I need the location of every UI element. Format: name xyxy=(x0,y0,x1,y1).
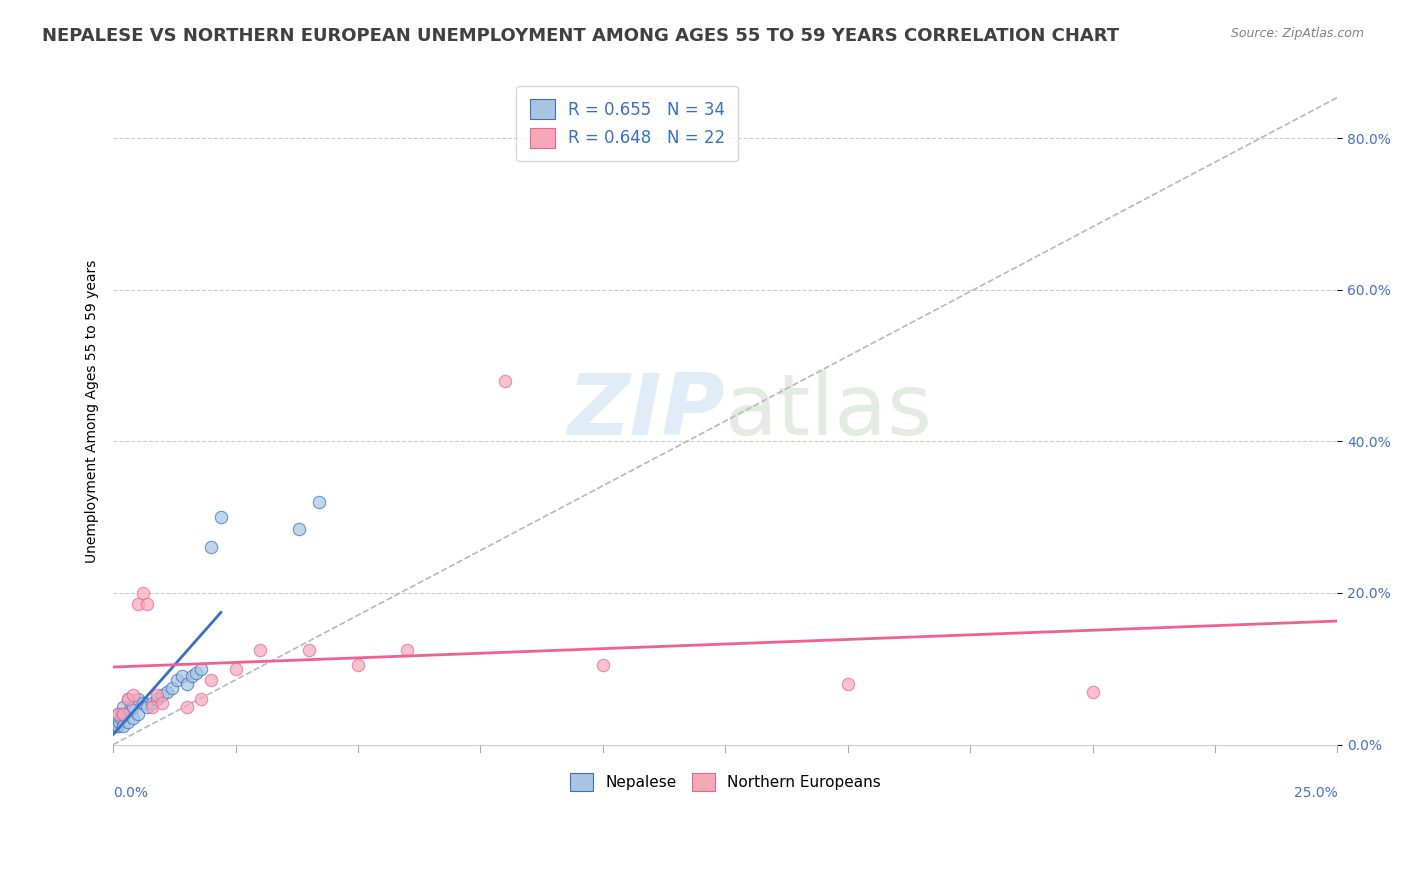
Point xyxy=(190,692,212,706)
Point xyxy=(117,692,139,706)
Point xyxy=(111,718,134,732)
Point xyxy=(395,643,418,657)
Point xyxy=(170,669,193,683)
Point xyxy=(117,714,139,729)
Point xyxy=(186,665,208,680)
Point xyxy=(111,707,134,722)
Point xyxy=(166,673,188,688)
Point xyxy=(141,699,163,714)
Y-axis label: Unemployment Among Ages 55 to 59 years: Unemployment Among Ages 55 to 59 years xyxy=(86,260,100,563)
Point xyxy=(209,510,232,524)
Point xyxy=(190,662,212,676)
Point xyxy=(136,598,159,612)
Point xyxy=(225,662,247,676)
Point xyxy=(176,699,198,714)
Point xyxy=(160,681,183,695)
Point xyxy=(347,658,370,673)
Legend: Nepalese, Northern Europeans: Nepalese, Northern Europeans xyxy=(558,761,893,804)
Point xyxy=(104,718,127,732)
Point xyxy=(107,707,129,722)
Point xyxy=(146,692,169,706)
Point xyxy=(176,677,198,691)
Point xyxy=(108,714,131,729)
Point xyxy=(107,718,129,732)
Point xyxy=(156,684,179,698)
Point xyxy=(180,669,202,683)
Point xyxy=(131,696,153,710)
Point xyxy=(150,689,173,703)
Point xyxy=(111,699,134,714)
Text: ZIP: ZIP xyxy=(568,369,725,452)
Point xyxy=(1081,684,1104,698)
Text: Source: ZipAtlas.com: Source: ZipAtlas.com xyxy=(1230,27,1364,40)
Point xyxy=(117,692,139,706)
Point xyxy=(146,689,169,703)
Point xyxy=(131,586,153,600)
Text: 0.0%: 0.0% xyxy=(114,786,148,800)
Point xyxy=(141,696,163,710)
Text: 25.0%: 25.0% xyxy=(1294,786,1337,800)
Point xyxy=(136,699,159,714)
Point xyxy=(494,374,516,388)
Point xyxy=(105,714,128,729)
Point xyxy=(111,707,134,722)
Point xyxy=(150,696,173,710)
Point xyxy=(107,707,129,722)
Point xyxy=(308,495,330,509)
Point xyxy=(288,522,311,536)
Point xyxy=(837,677,859,691)
Point xyxy=(200,541,222,555)
Point xyxy=(298,643,321,657)
Point xyxy=(120,704,142,718)
Point xyxy=(121,689,143,703)
Point xyxy=(200,673,222,688)
Point xyxy=(127,692,149,706)
Point xyxy=(127,707,149,722)
Text: atlas: atlas xyxy=(725,369,934,452)
Point xyxy=(121,699,143,714)
Text: NEPALESE VS NORTHERN EUROPEAN UNEMPLOYMENT AMONG AGES 55 TO 59 YEARS CORRELATION: NEPALESE VS NORTHERN EUROPEAN UNEMPLOYME… xyxy=(42,27,1119,45)
Point xyxy=(121,711,143,725)
Point xyxy=(249,643,271,657)
Point xyxy=(114,707,136,722)
Point xyxy=(127,598,149,612)
Point xyxy=(110,711,132,725)
Point xyxy=(592,658,614,673)
